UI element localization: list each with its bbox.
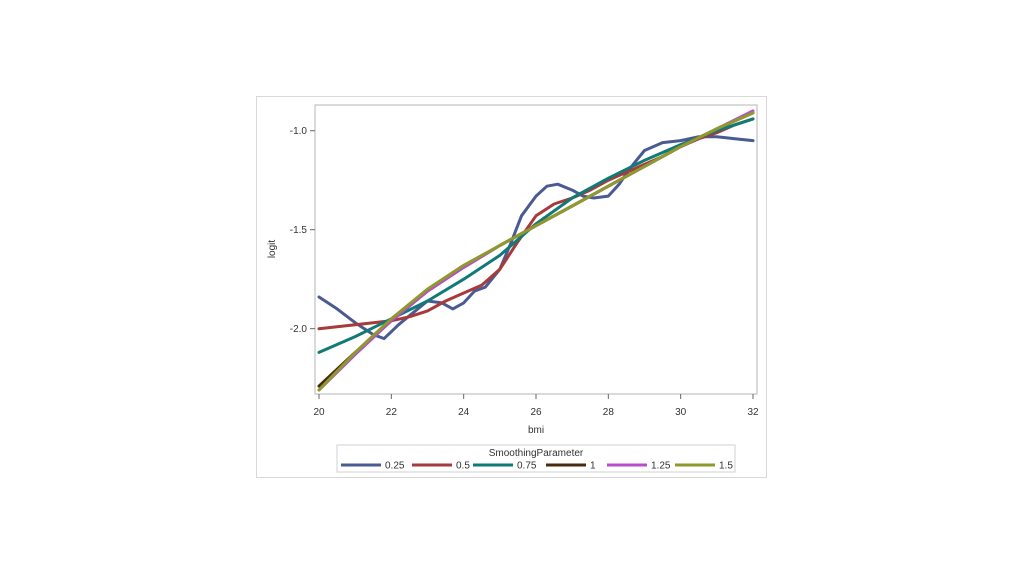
series-line-3 <box>317 111 755 388</box>
x-tick-label: 28 <box>603 407 615 418</box>
x-tick-label: 32 <box>747 407 759 418</box>
series-line-0 <box>317 135 755 341</box>
legend-label-4: 1.25 <box>651 461 671 472</box>
series-layer <box>317 109 755 392</box>
x-tick-label: 20 <box>313 407 325 418</box>
figure-frame: 20 22 24 26 28 30 32 -2.0 -1.5 -1.0 bmi logit Sm… <box>256 96 767 478</box>
y-axis-label: logit <box>267 240 278 259</box>
legend: SmoothingParameter 0.25 0.5 0.75 1 1.25 1.5 <box>336 444 736 473</box>
legend-box <box>336 444 736 473</box>
legend-label-5: 1.5 <box>719 461 733 472</box>
legend-items: 0.25 0.5 0.75 1 1.25 1.5 <box>341 461 733 472</box>
y-axis: -2.0 -1.5 -1.0 <box>290 126 315 335</box>
y-tick-label: -2.0 <box>290 324 308 335</box>
plot-area-border <box>314 104 758 395</box>
chart: 20 22 24 26 28 30 32 -2.0 -1.5 -1.0 bmi logit Sm… <box>267 104 759 473</box>
x-axis: 20 22 24 26 28 30 32 <box>313 394 759 418</box>
legend-title: SmoothingParameter <box>489 448 584 459</box>
legend-label-2: 0.75 <box>517 461 537 472</box>
series-line-4 <box>317 109 755 392</box>
y-tick-label: -1.5 <box>290 225 308 236</box>
series-line-5 <box>317 111 755 392</box>
y-tick-label: -1.0 <box>290 126 308 137</box>
x-tick-label: 22 <box>386 407 398 418</box>
x-tick-label: 30 <box>675 407 687 418</box>
x-axis-label: bmi <box>528 425 544 436</box>
x-tick-label: 26 <box>530 407 542 418</box>
legend-label-0: 0.25 <box>385 461 405 472</box>
legend-label-1: 0.5 <box>456 461 470 472</box>
x-tick-label: 24 <box>458 407 470 418</box>
series-line-2 <box>317 117 755 354</box>
legend-label-3: 1 <box>590 461 596 472</box>
